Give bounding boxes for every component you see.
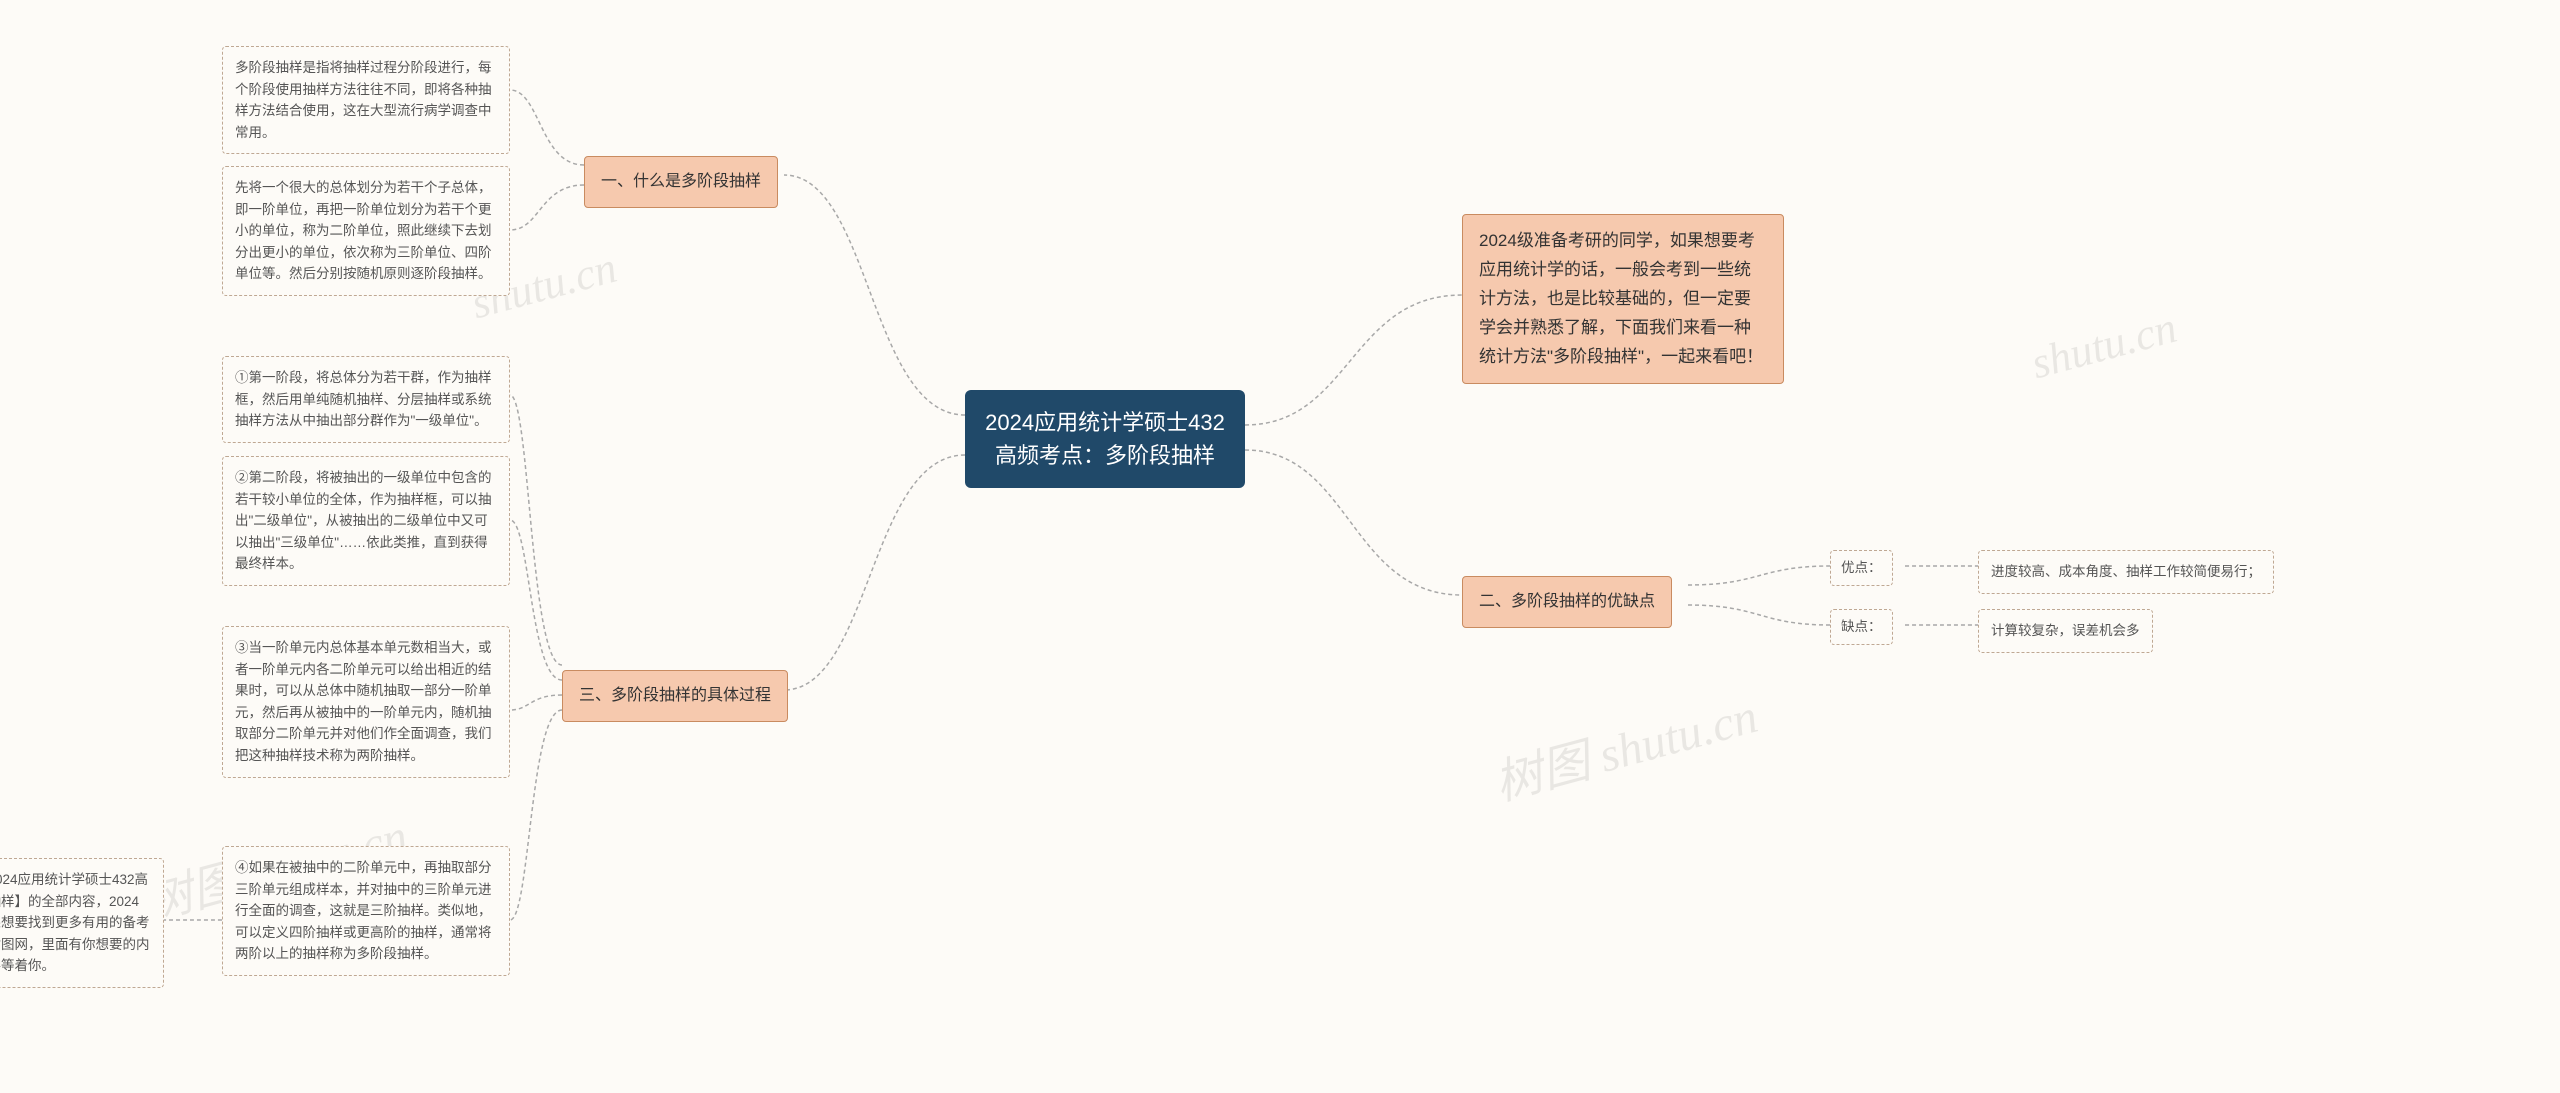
section3-p2: ②第二阶段，将被抽出的一级单位中包含的若干较小单位的全体，作为抽样框，可以抽出"… (222, 456, 510, 586)
center-line1: 2024应用统计学硕士432 (985, 410, 1225, 435)
watermark: 树图 shutu.cn (1486, 676, 1764, 813)
footer-note: 以上就是有关【2024应用统计学硕士432高频考点：多阶段抽样】的全部内容，20… (0, 858, 164, 988)
intro-node: 2024级准备考研的同学，如果想要考应用统计学的话，一般会考到一些统计方法，也是… (1462, 214, 1784, 384)
pro-label: 优点： (1830, 550, 1893, 586)
watermark: shutu.cn (2026, 302, 2182, 390)
center-line2: 高频考点：多阶段抽样 (995, 443, 1215, 468)
section3-title: 三、多阶段抽样的具体过程 (562, 670, 788, 722)
section2-title: 二、多阶段抽样的优缺点 (1462, 576, 1672, 628)
con-label: 缺点： (1830, 609, 1893, 645)
section1-p1: 多阶段抽样是指将抽样过程分阶段进行，每个阶段使用抽样方法往往不同，即将各种抽样方… (222, 46, 510, 154)
section3-p1: ①第一阶段，将总体分为若干群，作为抽样框，然后用单纯随机抽样、分层抽样或系统抽样… (222, 356, 510, 443)
con-text: 计算较复杂，误差机会多 (1978, 609, 2153, 653)
section1-p2: 先将一个很大的总体划分为若干个子总体，即一阶单位，再把一阶单位划分为若干个更小的… (222, 166, 510, 296)
section3-p3: ③当一阶单元内总体基本单元数相当大，或者一阶单元内各二阶单元可以给出相近的结果时… (222, 626, 510, 778)
section1-title: 一、什么是多阶段抽样 (584, 156, 778, 208)
pro-text: 进度较高、成本角度、抽样工作较简便易行； (1978, 550, 2274, 594)
section3-p4: ④如果在被抽中的二阶单元中，再抽取部分三阶单元组成样本，并对抽中的三阶单元进行全… (222, 846, 510, 976)
center-node: 2024应用统计学硕士432 高频考点：多阶段抽样 (965, 390, 1245, 488)
